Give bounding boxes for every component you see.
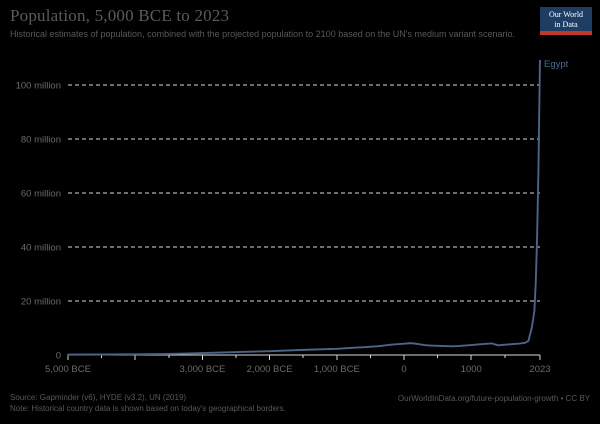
- x-axis-tick-label: 1,000 BCE: [314, 364, 360, 375]
- x-axis-tick-label: 2,000 BCE: [247, 364, 293, 375]
- x-axis-tick-label: 2023: [529, 364, 550, 375]
- logo-line-1: Our World: [548, 10, 584, 19]
- series-line-egypt[interactable]: [67, 60, 541, 356]
- x-axis-tick-label: 5,000 BCE: [45, 364, 91, 375]
- x-axis-tick-label: 3,000 BCE: [179, 364, 225, 375]
- x-axis-tick-label: 1000: [461, 364, 482, 375]
- y-axis-tick-label: 40 million: [21, 243, 61, 254]
- page-title: Population, 5,000 BCE to 2023: [10, 6, 230, 25]
- y-axis-tick-label: 100 million: [16, 81, 61, 92]
- y-axis-tick-label: 20 million: [21, 297, 61, 308]
- y-axis-tick-label: 0: [56, 351, 61, 362]
- chart-footer-attribution[interactable]: OurWorldInData.org/future-population-gro…: [397, 394, 590, 403]
- chart-subtitle: Historical estimates of population, comb…: [10, 29, 516, 39]
- line-chart-svg: 0 20 million 40 million 60 million 80 millio…: [16, 60, 569, 375]
- x-axis-tick-label: 0: [401, 364, 406, 375]
- source-text: Source: Gapminder (v6), HYDE (v3.2), UN …: [10, 393, 187, 402]
- series-end-label: Egypt: [544, 60, 569, 70]
- logo-line-2: in Data: [554, 19, 578, 29]
- our-world-in-data-logo[interactable]: Our World in Data: [540, 7, 592, 35]
- y-axis-tick-label: 60 million: [21, 189, 61, 200]
- y-axis-tick-label: 80 million: [21, 135, 61, 146]
- note-text: Note: Historical country data is shown b…: [10, 404, 286, 413]
- chart-footer-sources: Source: Gapminder (v6), HYDE (v3.2), UN …: [10, 392, 286, 414]
- chart-plot-area[interactable]: 0 20 million 40 million 60 million 80 millio…: [0, 60, 600, 380]
